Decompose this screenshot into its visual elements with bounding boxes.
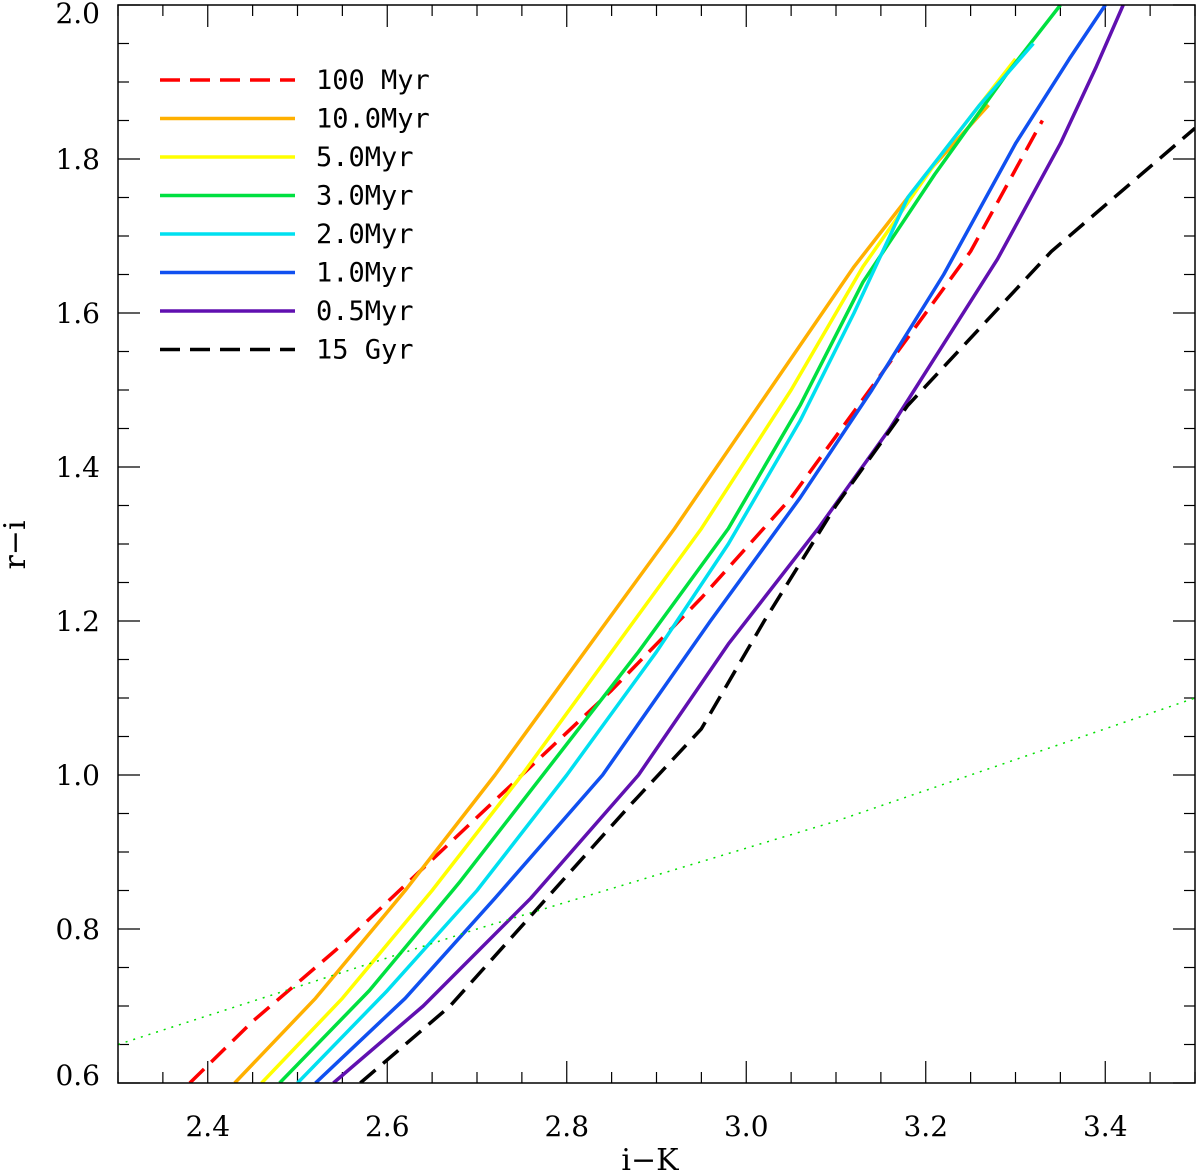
- legend-label: 2.0Myr: [316, 219, 414, 250]
- legend-label: 10.0Myr: [316, 104, 430, 135]
- y-tick-label: 1.0: [55, 759, 100, 792]
- legend-label: 100 Myr: [316, 65, 430, 96]
- x-axis-label: i−K: [621, 1143, 679, 1175]
- series-line-3.0myr: [278, 5, 1062, 1083]
- legend-label: 15 Gyr: [316, 335, 414, 366]
- series-line-15-gyr: [359, 126, 1195, 1083]
- y-tick-label: 1.2: [55, 605, 100, 638]
- tick-labels: 2.4 2.6 2.8 3.0 3.2 3.4 0.6 0.8 1.0 1.2 1.4 1.6 1.8 2…: [55, 0, 1127, 1143]
- legend-label: 1.0Myr: [316, 258, 414, 289]
- y-tick-label: 1.8: [55, 143, 100, 176]
- legend-label: 0.5Myr: [316, 296, 414, 327]
- y-axis-label: r−i: [0, 520, 33, 569]
- x-tick-label: 3.0: [724, 1110, 769, 1143]
- x-tick-label: 3.4: [1083, 1110, 1128, 1143]
- axis-ticks: [117, 4, 1196, 1084]
- y-tick-label: 0.6: [55, 1059, 100, 1092]
- y-tick-label: 1.4: [55, 451, 100, 484]
- legend-label: 3.0Myr: [316, 181, 414, 212]
- y-tick-label: 1.6: [55, 297, 100, 330]
- series-line-1.0myr: [314, 5, 1107, 1083]
- series-line-10.0myr: [233, 103, 990, 1083]
- legend-label: 5.0Myr: [316, 142, 414, 173]
- plot-frame: [117, 4, 1196, 1084]
- x-tick-label: 2.4: [185, 1110, 230, 1143]
- series-layer: [118, 5, 1195, 1083]
- legend: 100 Myr 10.0Myr 5.0Myr 3.0Myr 2.0Myr 1.0Myr 0.…: [160, 65, 430, 366]
- x-tick-label: 2.8: [544, 1110, 589, 1143]
- series-line-2.0myr: [296, 42, 1035, 1083]
- x-tick-label: 2.6: [365, 1110, 410, 1143]
- y-tick-label: 0.8: [55, 913, 100, 946]
- x-tick-label: 3.2: [903, 1110, 948, 1143]
- series-line-100-myr: [188, 119, 1044, 1083]
- y-tick-label: 2.0: [55, 0, 100, 30]
